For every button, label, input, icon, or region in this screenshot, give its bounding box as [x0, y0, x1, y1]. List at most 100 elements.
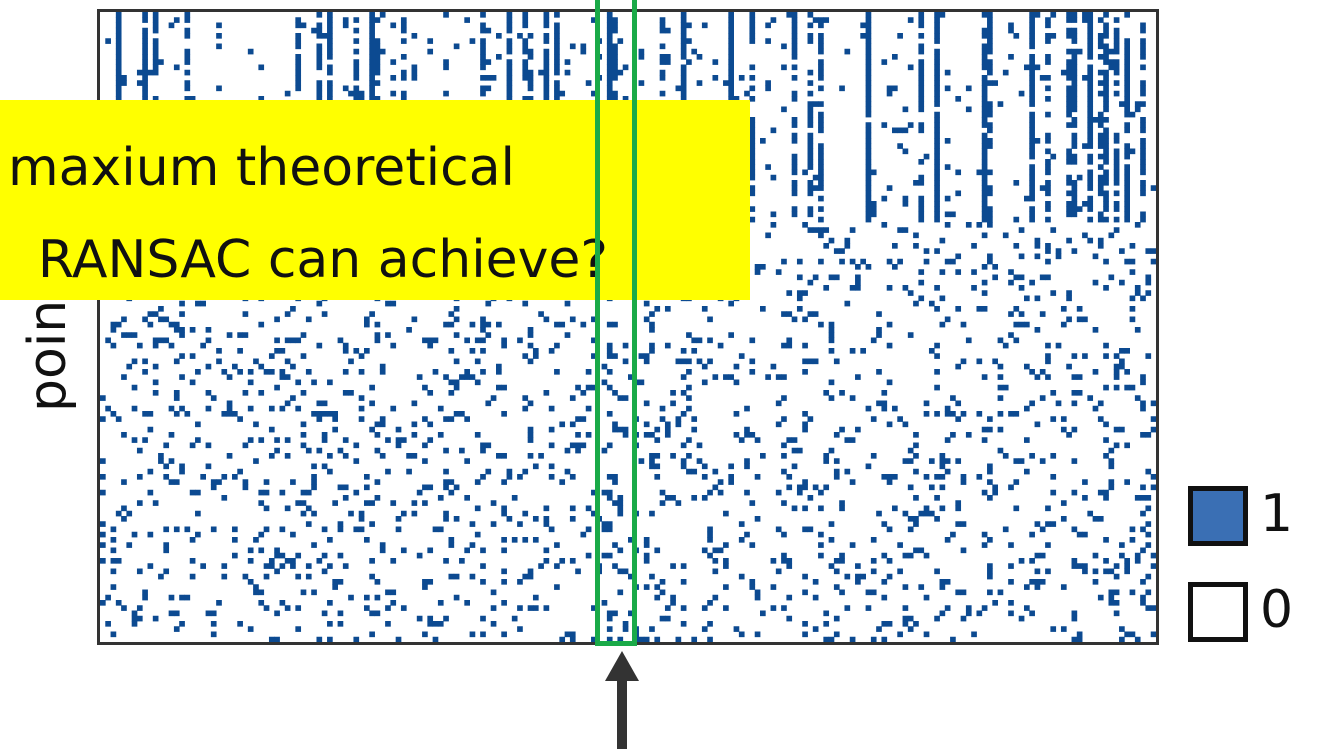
heatmap-cell [1045, 111, 1051, 118]
heatmap-cell [1066, 101, 1072, 107]
heatmap-cell [1140, 432, 1146, 438]
heatmap-cell [617, 636, 624, 642]
heatmap-cell [1103, 489, 1109, 496]
heatmap-cell [268, 453, 275, 459]
heatmap-cell [1150, 426, 1156, 433]
heatmap-cell [147, 311, 154, 317]
heatmap-cell [807, 206, 814, 212]
heatmap-cell [934, 127, 940, 134]
heatmap-cell [105, 621, 111, 627]
heatmap-cell [606, 442, 613, 449]
heatmap-cell [791, 180, 798, 186]
heatmap-cell [770, 363, 777, 370]
heatmap-cell [1113, 227, 1120, 233]
heatmap-cell [327, 27, 333, 34]
heatmap-cell [517, 605, 523, 611]
heatmap-cell [1124, 80, 1130, 86]
heatmap-cell [464, 374, 470, 380]
heatmap-cell [876, 400, 882, 407]
heatmap-cell [643, 358, 650, 365]
heatmap-cell [612, 610, 618, 617]
heatmap-cell [1050, 489, 1057, 496]
heatmap-cell [1082, 479, 1088, 485]
heatmap-cell [833, 615, 840, 622]
heatmap-cell [1071, 64, 1078, 71]
heatmap-cell [353, 96, 360, 102]
heatmap-cell [802, 526, 808, 533]
heatmap-cell [1113, 216, 1120, 223]
heatmap-cell [923, 153, 930, 160]
heatmap-cell [1113, 426, 1120, 433]
heatmap-cell [390, 300, 397, 307]
heatmap-cell [400, 96, 407, 102]
heatmap-cell [707, 636, 713, 642]
heatmap-cell [1071, 122, 1078, 128]
heatmap-cell [1103, 96, 1109, 102]
heatmap-cell [918, 216, 925, 223]
heatmap-cell [348, 510, 354, 517]
heatmap-cell [643, 558, 650, 564]
heatmap-cell [649, 626, 655, 632]
heatmap-cell [1108, 447, 1115, 454]
heatmap-cell [469, 348, 476, 354]
heatmap-cell [1113, 38, 1120, 44]
heatmap-cell [643, 432, 650, 438]
heatmap-cell [918, 96, 925, 102]
heatmap-cell [934, 216, 940, 223]
heatmap-cell [369, 558, 375, 564]
heatmap-cell [268, 353, 275, 359]
heatmap-cell [902, 195, 909, 202]
heatmap-cell [744, 405, 750, 412]
heatmap-cell [1071, 69, 1078, 76]
heatmap-cell [1087, 85, 1094, 92]
heatmap-cell [971, 285, 977, 291]
heatmap-cell [649, 573, 655, 580]
heatmap-cell [606, 12, 613, 18]
heatmap-cell [279, 563, 286, 569]
heatmap-cell [749, 38, 756, 44]
heatmap-cell [1103, 80, 1109, 86]
heatmap-cell [1103, 138, 1109, 144]
heatmap-cell [152, 69, 159, 76]
heatmap-cell [670, 563, 676, 569]
heatmap-cell [918, 43, 925, 50]
heatmap-cell [612, 474, 618, 480]
heatmap-cell [501, 479, 507, 485]
heatmap-cell [1124, 195, 1130, 202]
heatmap-cell [696, 358, 703, 365]
heatmap-cell [701, 363, 708, 370]
heatmap-cell [1013, 337, 1020, 344]
heatmap-cell [358, 395, 365, 401]
heatmap-cell [168, 458, 175, 464]
heatmap-cell [680, 96, 687, 102]
heatmap-cell [1071, 526, 1078, 533]
heatmap-cell [934, 190, 940, 197]
heatmap-cell [1071, 27, 1078, 34]
heatmap-cell [818, 180, 824, 186]
heatmap-cell [791, 153, 798, 160]
heatmap-cell [501, 600, 507, 606]
heatmap-cell [1013, 216, 1020, 223]
heatmap-cell [606, 384, 613, 391]
heatmap-cell [1097, 174, 1104, 181]
heatmap-cell [1113, 64, 1120, 71]
heatmap-cell [1087, 206, 1094, 212]
heatmap-cell [437, 526, 444, 533]
heatmap-cell [696, 54, 703, 60]
heatmap-cell [591, 489, 597, 496]
heatmap-cell [358, 516, 365, 522]
heatmap-cell [881, 621, 888, 627]
heatmap-cell [934, 64, 940, 71]
heatmap-cell [1045, 169, 1051, 176]
heatmap-cell [115, 12, 122, 18]
heatmap-cell [274, 447, 280, 454]
heatmap-cell [290, 306, 296, 312]
heatmap-cell [342, 437, 349, 443]
heatmap-cell [115, 510, 122, 517]
heatmap-cell [1055, 342, 1062, 349]
heatmap-cell [955, 253, 962, 260]
heatmap-cell [981, 489, 988, 496]
heatmap-cell [781, 468, 787, 475]
heatmap-cell [606, 17, 613, 23]
heatmap-cell [971, 243, 977, 249]
